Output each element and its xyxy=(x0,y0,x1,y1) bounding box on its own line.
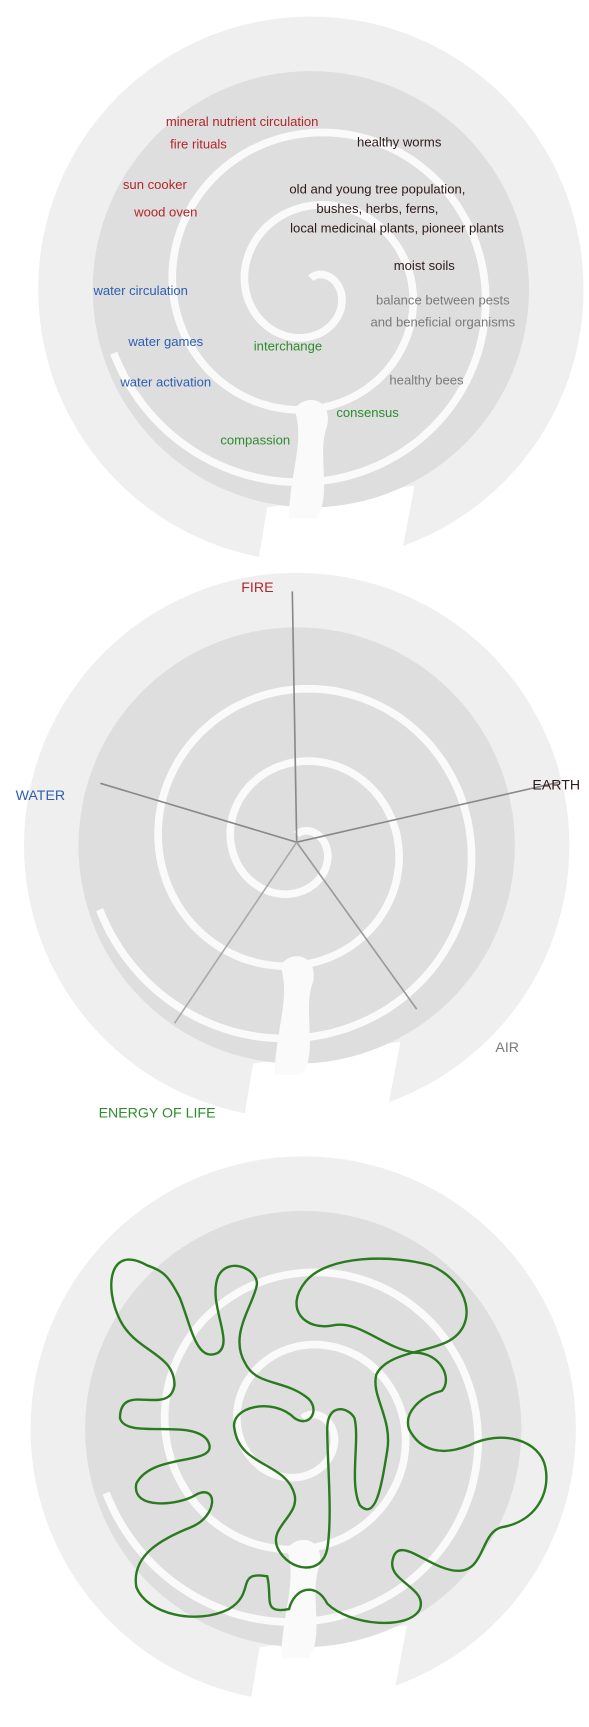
label: old and young tree population, xyxy=(289,181,465,196)
label: fire rituals xyxy=(170,137,227,152)
element-label: EARTH xyxy=(532,777,580,793)
element-label: ENERGY OF LIFE xyxy=(99,1106,216,1122)
label: sun cooker xyxy=(123,177,188,192)
label: balance between pests xyxy=(376,293,510,308)
label: water circulation xyxy=(92,283,187,298)
backgrounds xyxy=(24,17,584,1713)
label: bushes, herbs, ferns, xyxy=(316,201,438,216)
diagram: mineral nutrient circulation fire ritual… xyxy=(0,0,589,1727)
label: wood oven xyxy=(133,204,197,219)
element-label: WATER xyxy=(16,788,66,804)
label: healthy bees xyxy=(389,372,464,387)
label: consensus xyxy=(336,405,399,420)
label: interchange xyxy=(254,338,322,353)
label: local medicinal plants, pioneer plants xyxy=(290,221,504,236)
label: water games xyxy=(127,334,203,349)
page: mineral nutrient circulation fire ritual… xyxy=(0,0,589,1727)
label: compassion xyxy=(220,432,290,447)
label: and beneficial organisms xyxy=(371,314,516,329)
label: mineral nutrient circulation xyxy=(166,114,319,129)
label: water activation xyxy=(119,374,211,389)
label: moist soils xyxy=(394,258,456,273)
label: healthy worms xyxy=(357,135,442,150)
element-label: FIRE xyxy=(241,580,273,596)
element-label: AIR xyxy=(495,1040,519,1056)
